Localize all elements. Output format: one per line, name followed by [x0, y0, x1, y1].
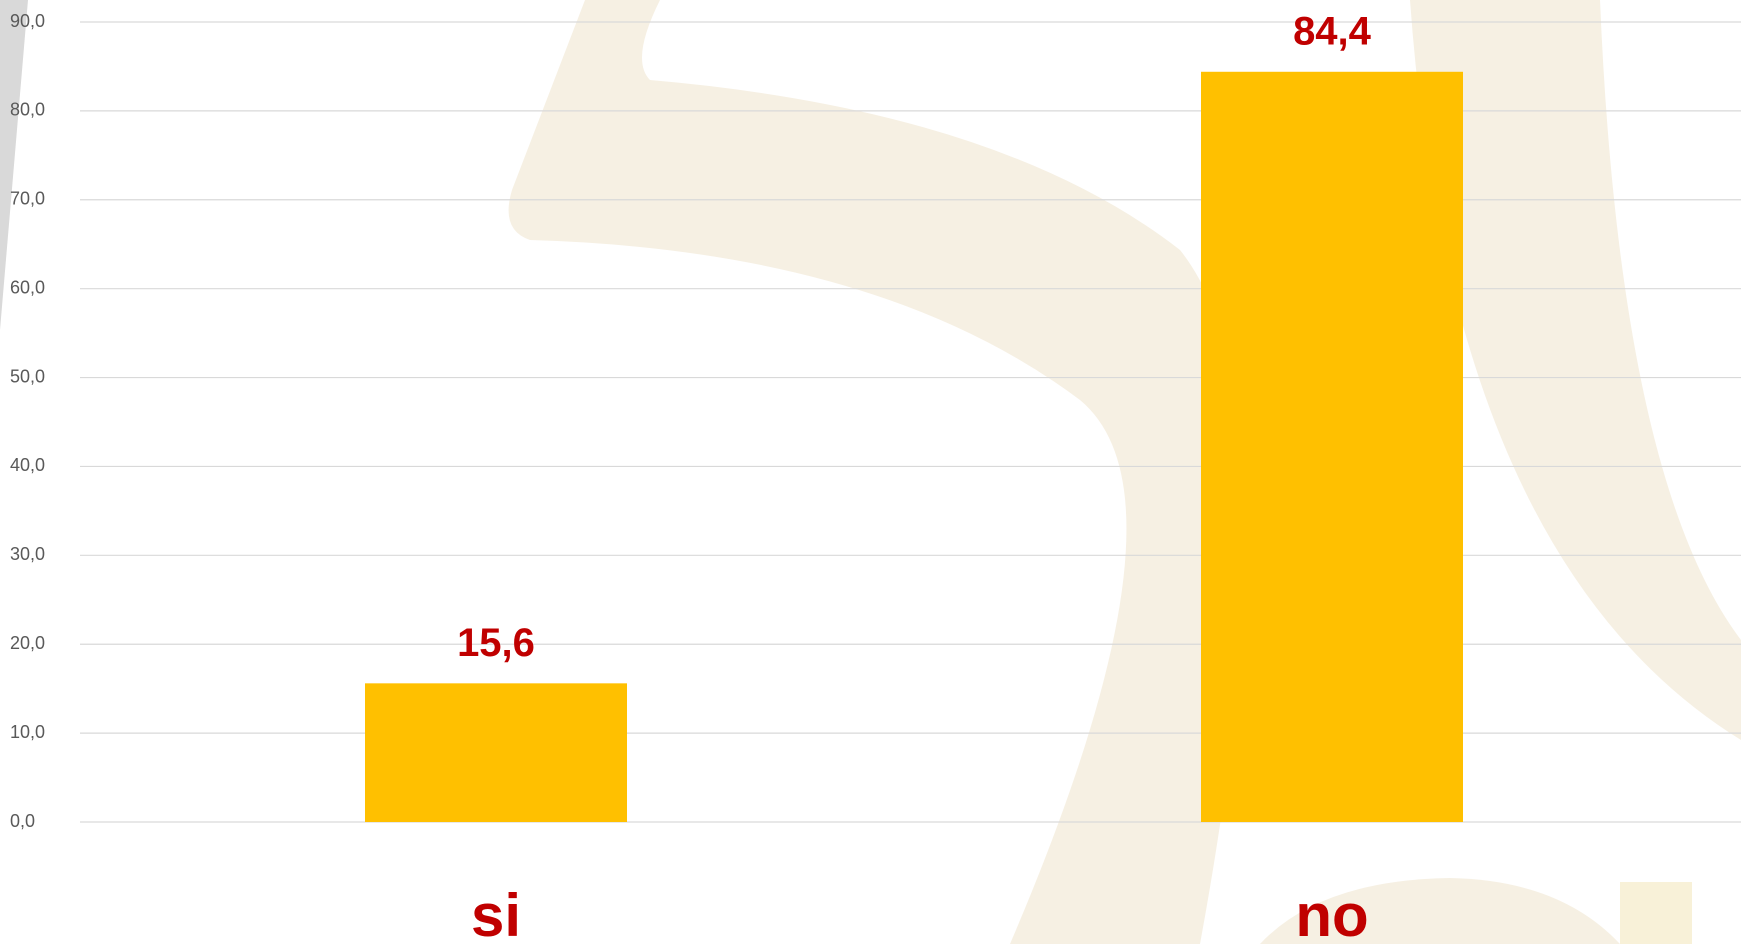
data-label: 15,6	[457, 621, 535, 665]
left-band	[0, 0, 28, 330]
y-tick-label: 30,0	[10, 544, 45, 564]
bar	[365, 683, 627, 822]
y-tick-label: 90,0	[10, 11, 45, 31]
y-tick-label: 80,0	[10, 100, 45, 120]
x-tick-label: si	[471, 882, 521, 944]
y-tick-label: 10,0	[10, 722, 45, 742]
data-label: 84,4	[1293, 9, 1372, 53]
y-tick-label: 40,0	[10, 455, 45, 475]
y-tick-label: 60,0	[10, 277, 45, 297]
swoosh	[508, 0, 1246, 944]
y-tick-label: 0,0	[10, 811, 35, 831]
swoosh	[1620, 882, 1692, 944]
bar	[1201, 71, 1463, 823]
y-tick-label: 50,0	[10, 366, 45, 386]
y-tick-label: 20,0	[10, 633, 45, 653]
swoosh	[1260, 878, 1620, 944]
x-tick-label: no	[1295, 882, 1368, 944]
y-tick-label: 70,0	[10, 189, 45, 209]
